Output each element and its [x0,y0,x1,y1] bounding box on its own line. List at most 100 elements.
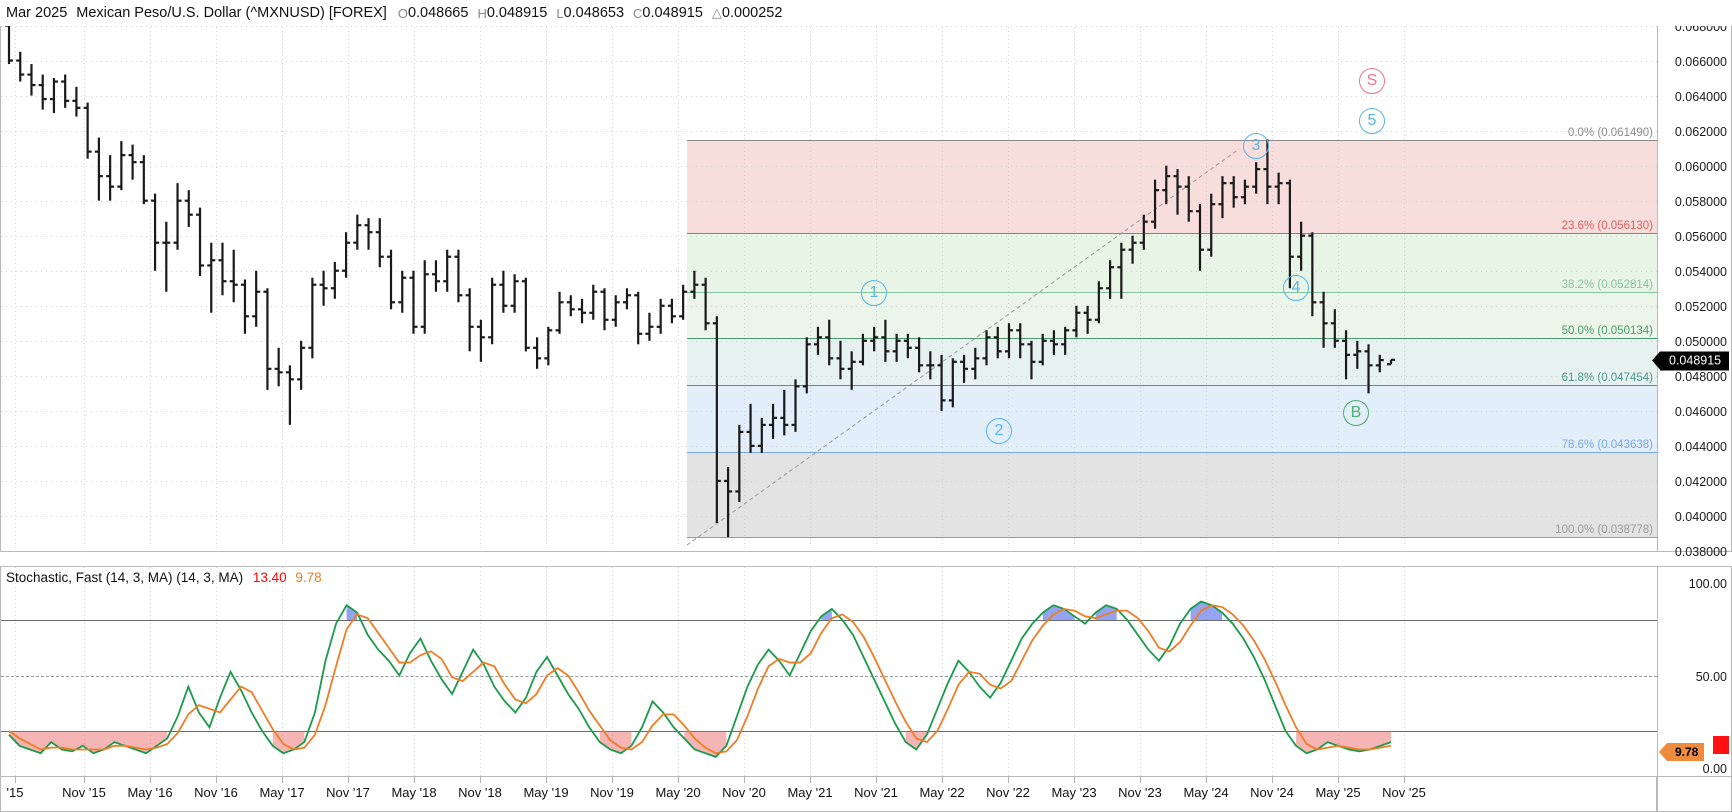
wave-label-3[interactable]: 3 [1243,133,1269,159]
axis-corner [1657,777,1732,812]
stochastic-header: Stochastic, Fast (14, 3, MA) (14, 3, MA)… [6,570,322,585]
midline [1,675,1657,677]
time-axis-label: Nov '22 [986,785,1030,800]
time-gridline [1272,15,1273,551]
fib-line-100 [687,537,1657,539]
price-axis-label: 0.038000 [1674,545,1727,559]
fib-line-50 [687,338,1657,340]
time-gridline [150,15,151,551]
time-gridline [348,15,349,551]
time-axis-label: May '25 [1315,785,1361,800]
price-axis-label: 0.064000 [1674,89,1727,104]
time-gridline [282,567,283,776]
price-axis[interactable]: 0.068000 0.066000 0.064000 0.062000 0.060000… [1652,14,1732,559]
time-axis-label: Nov '15 [62,785,106,800]
time-gridline [744,15,745,551]
time-tick [810,777,811,783]
quote-header: Mar 2025 Mexican Peso/U.S. Dollar (^MXNU… [0,0,1732,26]
wave-label-1[interactable]: 1 [861,280,887,306]
price-axis-label: 0.054000 [1674,264,1727,279]
fib-line-23.6 [687,233,1657,235]
stochastic-axis-label: 0.00 [1702,762,1727,776]
fib-label-0: 0.0% (0.061490) [1567,126,1653,139]
time-gridline [612,15,613,551]
time-gridline [414,567,415,776]
time-tick [1272,777,1273,783]
price-axis-label: 0.056000 [1674,229,1727,244]
contract-month: Mar 2025 [6,5,68,21]
price-gridline [1,235,1657,237]
time-gridline [15,15,16,551]
trendline-overlay [686,148,1240,546]
time-axis-label: May '18 [391,785,437,800]
wave-label-2[interactable]: 2 [986,418,1012,444]
time-tick [1206,777,1207,783]
time-axis-label: May '19 [523,785,569,800]
price-chart-panel[interactable]: 0.0% (0.061490) 23.6% (0.056130) 38.2% (0.… [0,14,1657,552]
time-axis-label: May '20 [655,785,701,800]
high-value: 0.048915 [486,5,548,21]
wave-label-B[interactable]: B [1343,400,1369,426]
time-gridline [1140,15,1141,551]
price-gridline [1,130,1657,132]
time-gridline [678,567,679,776]
time-gridline [1140,567,1141,776]
time-tick [546,777,547,783]
time-axis-label: May '23 [1051,785,1097,800]
price-gridline [1,165,1657,167]
price-gridline [1,375,1657,377]
price-gridline [1,551,1657,552]
time-axis-label: Nov '19 [590,785,634,800]
time-gridline [1008,15,1009,551]
fib-line-38.2 [687,291,1657,293]
price-axis-label: 0.040000 [1674,509,1727,524]
time-gridline [1404,15,1405,551]
time-tick [1074,777,1075,783]
fib-band-50 [687,338,1657,386]
stochastic-title: Stochastic, Fast (14, 3, MA) (14, 3, MA) [6,570,244,585]
price-gridline [1,445,1657,447]
time-gridline [1404,567,1405,776]
price-gridline [1,200,1657,202]
time-gridline [282,15,283,551]
fib-label-78.6: 78.6% (0.043638) [1561,439,1653,452]
price-plot-area[interactable]: 0.0% (0.061490) 23.6% (0.056130) 38.2% (0.… [1,15,1657,551]
price-axis-label: 0.058000 [1674,194,1727,209]
time-gridline [480,15,481,551]
open-value: 0.048665 [407,5,469,21]
time-gridline [15,567,16,776]
stochastic-d-tag: 9.78 [1658,742,1705,761]
time-tick [612,777,613,783]
time-axis-label: Nov '24 [1250,785,1294,800]
time-gridline [612,567,613,776]
fib-band-38.2 [687,291,1657,339]
time-gridline [1272,567,1273,776]
price-axis-label: 0.046000 [1674,404,1727,419]
wave-label-4[interactable]: 4 [1283,275,1309,301]
low-value: 0.048653 [563,5,625,21]
stochastic-series[interactable] [1,567,1656,776]
price-axis-label: 0.048000 [1674,369,1727,384]
time-gridline [1338,15,1339,551]
stochastic-panel[interactable]: Stochastic, Fast (14, 3, MA) (14, 3, MA)… [0,566,1657,777]
time-tick [678,777,679,783]
stochastic-axis[interactable]: 100.00 50.00 0.00 9.78 [1657,566,1732,777]
fib-label-61.8: 61.8% (0.047454) [1561,372,1653,385]
time-axis[interactable]: '15 Nov '15 May '16 Nov '16 May '17 Nov '17 Ma… [0,777,1657,812]
time-tick [150,777,151,783]
fib-line-78.6 [687,452,1657,454]
ohlc-bars[interactable] [1,15,1656,551]
time-tick [1338,777,1339,783]
low-tag: L [556,5,564,21]
fib-label-38.2: 38.2% (0.052814) [1561,278,1653,291]
wave-label-5[interactable]: 5 [1359,108,1385,134]
time-tick [348,777,349,783]
stochastic-axis-label: 100.00 [1688,577,1727,591]
time-axis-label: Nov '21 [854,785,898,800]
price-axis-label: 0.050000 [1674,334,1727,349]
price-gridline [1,95,1657,97]
time-gridline [810,15,811,551]
wave-label-S[interactable]: S [1359,68,1385,94]
time-gridline [546,567,547,776]
